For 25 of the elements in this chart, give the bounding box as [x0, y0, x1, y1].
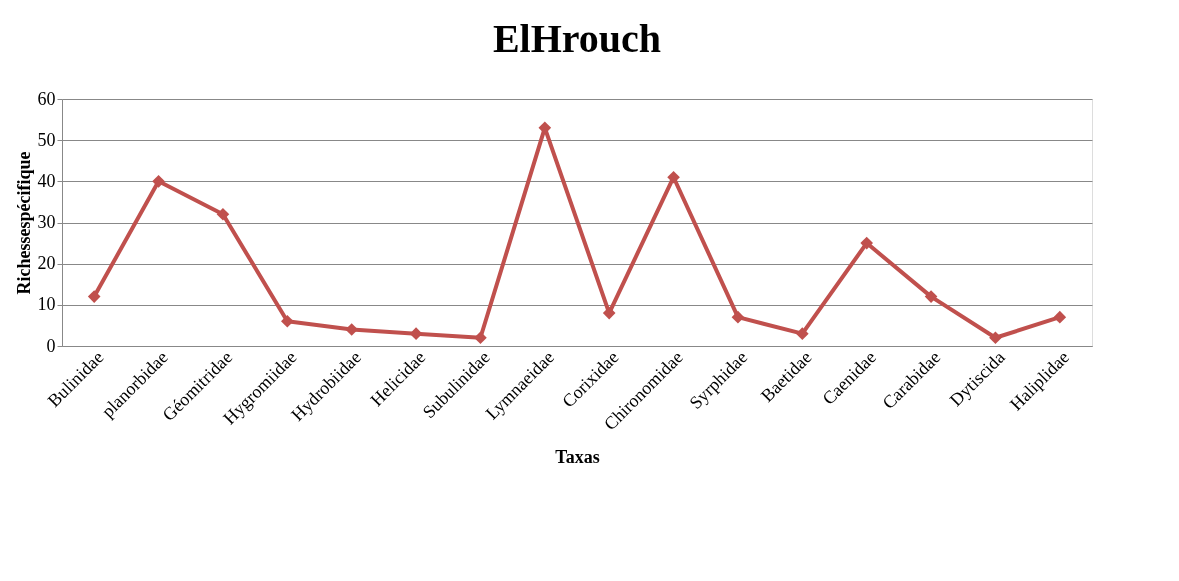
point	[989, 331, 1002, 345]
point	[924, 290, 938, 303]
y-tick-label: 20	[37, 253, 56, 274]
point	[280, 314, 294, 328]
point	[1053, 310, 1067, 324]
point	[345, 323, 359, 336]
y-tick-label: 10	[37, 294, 56, 315]
x-axis-title: Taxas	[555, 447, 600, 468]
y-axis-title: Richessespécifique	[13, 151, 34, 295]
chart-title: ElHrouch	[492, 16, 662, 61]
point	[795, 327, 809, 340]
y-tick-label: 40	[37, 170, 56, 191]
point	[152, 175, 165, 188]
point	[667, 170, 680, 184]
point	[409, 327, 423, 340]
point	[474, 331, 487, 345]
point	[216, 207, 230, 221]
point	[602, 306, 616, 320]
y-tick-label: 50	[37, 129, 56, 150]
point	[860, 236, 874, 250]
y-tick-label: 30	[37, 212, 56, 232]
point	[87, 290, 101, 303]
point	[731, 310, 745, 324]
y-tick-label: 60	[37, 88, 56, 109]
y-tick-label: 0	[46, 335, 56, 356]
